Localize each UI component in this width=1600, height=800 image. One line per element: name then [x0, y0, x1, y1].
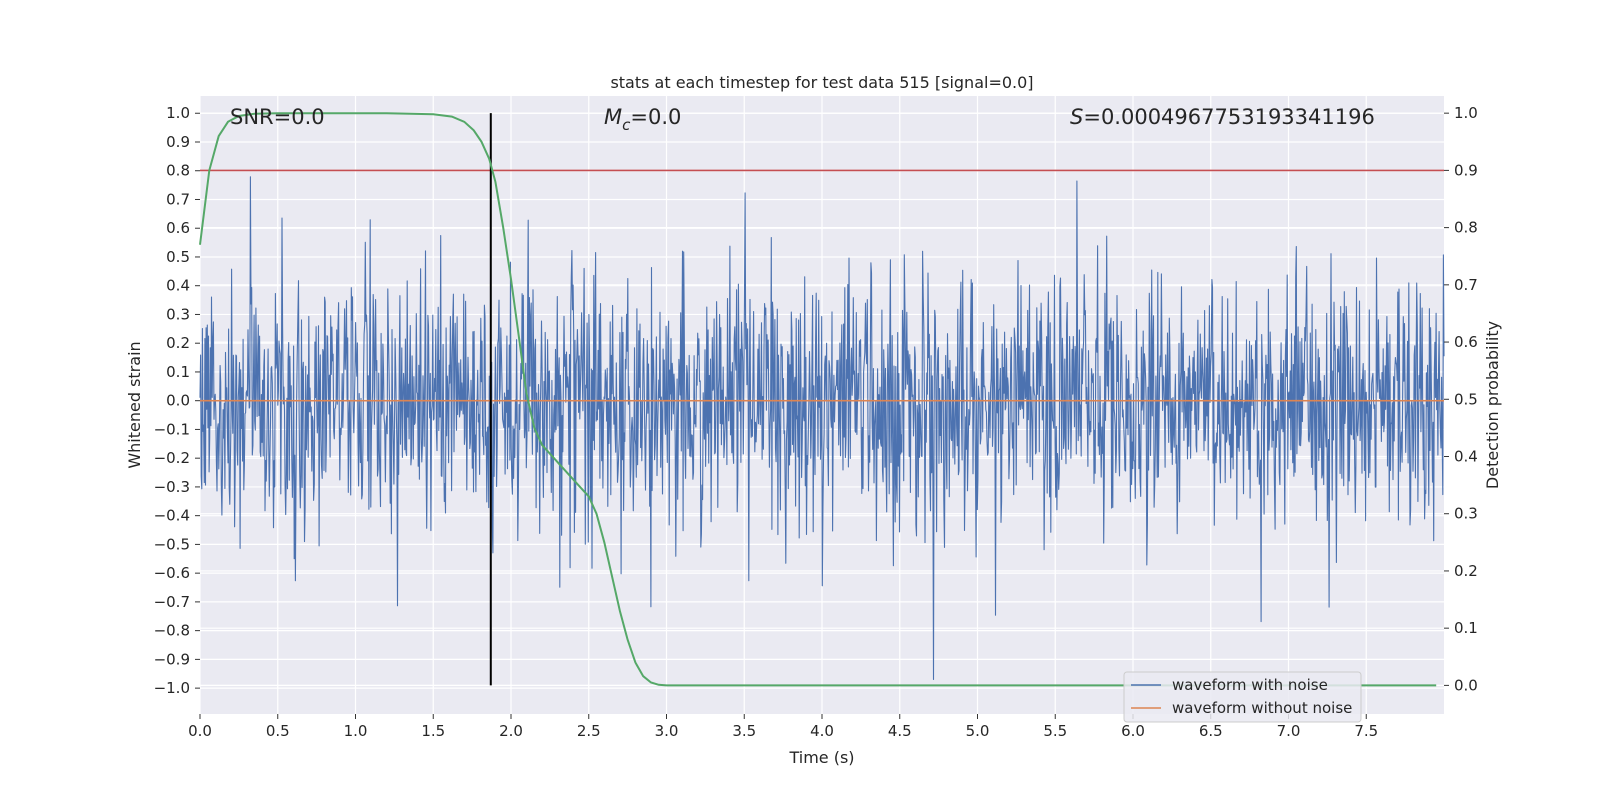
y-left-tick-label-12: −0.2 [154, 449, 190, 467]
legend-label-noise: waveform with noise [1172, 676, 1328, 694]
legend-label-clean: waveform without noise [1172, 699, 1352, 717]
x-axis-label: Time (s) [788, 748, 854, 767]
mc-symbol: M [604, 105, 622, 129]
x-tick-label-13: 6.5 [1199, 722, 1223, 740]
x-tick-label-7: 3.5 [732, 722, 756, 740]
y-left-tick-label-19: −0.9 [154, 650, 190, 668]
y-left-tick-label-18: −0.8 [154, 622, 190, 640]
legend: waveform with noise waveform without noi… [1123, 671, 1362, 723]
mc-subscript: c [622, 116, 631, 134]
noise-waveform-line [199, 176, 1445, 681]
y-left-tick-label-14: −0.4 [154, 507, 190, 525]
y-left-tick-label-11: −0.1 [154, 420, 190, 438]
y-left-tick-label-7: 0.3 [166, 305, 190, 323]
y-left-tick-label-4: 0.6 [166, 219, 190, 237]
mc-value: =0.0 [630, 105, 681, 129]
s-symbol: S [1070, 105, 1083, 129]
y-left-tick-label-6: 0.4 [166, 277, 190, 295]
legend-box [1123, 671, 1362, 723]
x-tick-label-4: 2.0 [499, 722, 523, 740]
x-tick-label-6: 3.0 [655, 722, 679, 740]
y-right-tick-label-2: 0.8 [1454, 219, 1478, 237]
axis-ticks: 0.0 0.5 1.0 1.5 2.0 2.5 3.0 3.5 4.0 4.5 5.0 5.5 6.0 6… [154, 104, 1478, 740]
x-tick-label-0: 0.0 [188, 722, 212, 740]
y-right-tick-label-8: 0.2 [1454, 562, 1478, 580]
y-left-tick-label-16: −0.6 [154, 564, 190, 582]
y-left-tick-label-2: 0.8 [166, 162, 190, 180]
series-lines [199, 112, 1444, 687]
x-tick-label-5: 2.5 [577, 722, 601, 740]
y-right-tick-label-4: 0.6 [1454, 333, 1478, 351]
y-right-tick-label-5: 0.5 [1454, 390, 1478, 408]
series-waveform-with-noise [199, 176, 1445, 681]
x-tick-label-1: 0.5 [266, 722, 290, 740]
y-left-tick-label-13: −0.3 [154, 478, 190, 496]
y-left-tick-label-15: −0.5 [154, 535, 190, 553]
y-right-tick-label-0: 1.0 [1454, 104, 1478, 122]
y-left-tick-label-20: −1.0 [154, 679, 190, 697]
chirp-mass-annotation: Mc=0.0 [604, 105, 681, 134]
y-left-tick-label-1: 0.9 [166, 133, 190, 151]
s-annotation: S=0.0004967753193341196 [1070, 105, 1375, 129]
y-left-tick-label-3: 0.7 [166, 190, 190, 208]
y-left-tick-label-9: 0.1 [166, 363, 190, 381]
y-left-tick-label-8: 0.2 [166, 334, 190, 352]
x-tick-label-3: 1.5 [421, 722, 445, 740]
y-right-tick-label-9: 0.1 [1454, 619, 1478, 637]
y-right-tick-label-7: 0.3 [1454, 505, 1478, 523]
x-tick-label-2: 1.0 [344, 722, 368, 740]
y-left-tick-label-5: 0.5 [166, 248, 190, 266]
x-tick-label-14: 7.0 [1277, 722, 1301, 740]
y-right-tick-label-1: 0.9 [1454, 161, 1478, 179]
x-tick-label-9: 4.5 [888, 722, 912, 740]
detection-probability-line [199, 112, 1437, 687]
x-tick-label-15: 7.5 [1354, 722, 1378, 740]
y-left-tick-label-10: 0.0 [166, 392, 190, 410]
chart-title: stats at each timestep for test data 515… [610, 73, 1033, 92]
y-right-tick-label-3: 0.7 [1454, 276, 1478, 294]
y-left-tick-label-0: 1.0 [166, 104, 190, 122]
y-right-tick-label-6: 0.4 [1454, 448, 1478, 466]
snr-annotation: SNR=0.0 [230, 105, 325, 129]
x-tick-label-10: 5.0 [966, 722, 990, 740]
y-axis-label-right: Detection probability [1483, 321, 1502, 489]
y-right-tick-label-10: 0.0 [1454, 676, 1478, 694]
x-tick-label-12: 6.0 [1121, 722, 1145, 740]
x-tick-label-11: 5.5 [1043, 722, 1067, 740]
y-axis-label-left: Whitened strain [125, 341, 144, 468]
s-value: =0.0004967753193341196 [1083, 105, 1375, 129]
x-tick-label-8: 4.0 [810, 722, 834, 740]
y-left-tick-label-17: −0.7 [154, 593, 190, 611]
